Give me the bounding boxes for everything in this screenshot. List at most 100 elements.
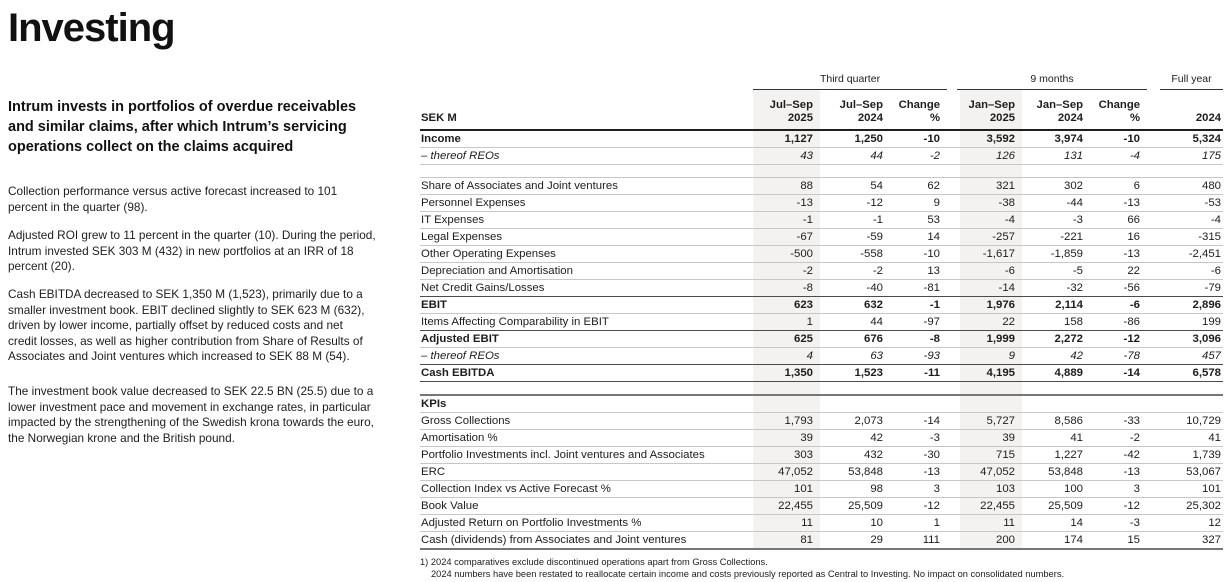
row-label: Income: [420, 131, 753, 148]
cell-value: [820, 396, 890, 413]
cell-value: 44: [820, 148, 890, 165]
cell-value: [890, 382, 948, 396]
cell-value: 39: [947, 430, 1023, 447]
cell-value: 174: [1022, 532, 1091, 550]
row-label: Items Affecting Comparability in EBIT: [420, 314, 753, 331]
row-label: Gross Collections: [420, 413, 753, 430]
cell-value: 10,729: [1147, 413, 1224, 430]
column-header-change-q: Change %: [890, 90, 948, 131]
cell-value: 101: [753, 481, 820, 498]
column-header-jan-sep-2024: Jan–Sep 2024: [1022, 90, 1091, 131]
cell-value: 1,523: [820, 365, 890, 382]
cell-value: -12: [1090, 498, 1148, 515]
cell-value: 5,324: [1147, 131, 1224, 148]
spacer-row: [420, 165, 1224, 178]
group-header-full-year: Full year: [1147, 68, 1224, 90]
cell-value: 2,272: [1022, 331, 1091, 348]
cell-value: 676: [820, 331, 890, 348]
cell-value: [947, 396, 1023, 413]
cell-value: 53,848: [820, 464, 890, 481]
cell-value: [753, 396, 820, 413]
cell-value: -13: [890, 464, 948, 481]
group-header-nine-months: 9 months: [947, 68, 1148, 90]
row-label: Book Value: [420, 498, 753, 515]
cell-value: 2,073: [820, 413, 890, 430]
cell-value: 1,739: [1147, 447, 1224, 464]
cell-value: [1147, 382, 1224, 396]
cell-value: 480: [1147, 178, 1224, 195]
table-row: Cash EBITDA 1,350 1,523 -11 4,195 4,889 -14 6,5…: [420, 365, 1224, 382]
cell-value: 81: [753, 532, 820, 550]
row-label: KPIs: [420, 396, 753, 413]
cell-value: 1: [890, 515, 948, 532]
cell-value: 63: [820, 348, 890, 365]
cell-value: 623: [753, 297, 820, 314]
cell-value: 47,052: [947, 464, 1023, 481]
cell-value: -53: [1147, 195, 1224, 212]
cell-value: 327: [1147, 532, 1224, 550]
page-title: Investing: [8, 6, 176, 50]
cell-value: 1,227: [1022, 447, 1091, 464]
column-header-jan-sep-2025: Jan–Sep 2025: [947, 90, 1023, 131]
cell-value: 42: [820, 430, 890, 447]
cell-value: -93: [890, 348, 948, 365]
row-label: Legal Expenses: [420, 229, 753, 246]
cell-value: 3,974: [1022, 131, 1091, 148]
cell-value: -4: [1090, 148, 1148, 165]
paragraph-adjusted-roi: Adjusted ROI grew to 11 percent in the q…: [8, 228, 376, 273]
cell-value: -1: [753, 212, 820, 229]
cell-value: -8: [890, 331, 948, 348]
table-row: Cash (dividends) from Associates and Joi…: [420, 532, 1224, 550]
cell-value: 25,302: [1147, 498, 1224, 515]
cell-value: 41: [1147, 430, 1224, 447]
cell-value: 25,509: [1022, 498, 1091, 515]
cell-value: -2: [1090, 430, 1148, 447]
cell-value: -5: [1022, 263, 1091, 280]
cell-value: -12: [890, 498, 948, 515]
row-label: – thereof REOs: [420, 348, 753, 365]
cell-value: -558: [820, 246, 890, 263]
cell-value: 632: [820, 297, 890, 314]
table-row: Depreciation and Amortisation -2 -2 13 -6 -5 2…: [420, 263, 1224, 280]
cell-value: [1022, 382, 1091, 396]
intro-heading: Intrum invests in portfolios of overdue …: [8, 99, 357, 155]
cell-value: 103: [947, 481, 1023, 498]
cell-value: 2,114: [1022, 297, 1091, 314]
cell-value: [820, 165, 890, 178]
cell-value: 53,067: [1147, 464, 1224, 481]
cell-value: -14: [890, 413, 948, 430]
cell-value: 22,455: [947, 498, 1023, 515]
cell-value: 1,127: [753, 131, 820, 148]
cell-value: 100: [1022, 481, 1091, 498]
cell-value: -4: [1147, 212, 1224, 229]
cell-value: -59: [820, 229, 890, 246]
table-row: Personnel Expenses -13 -12 9 -38 -44 -13 -53: [420, 195, 1224, 212]
paragraph-book-value: The investment book value decreased to S…: [8, 384, 374, 445]
cell-value: -10: [890, 131, 948, 148]
group-header-row: Third quarter 9 months Full year: [420, 68, 1224, 90]
footnote-line: 2024 numbers have been restated to reall…: [431, 569, 1065, 579]
column-header-row: SEK M Jul–Sep 2025 Jul–Sep 2024 Change %…: [420, 90, 1224, 131]
spacer-row: [420, 382, 1224, 396]
cell-value: 16: [1090, 229, 1148, 246]
cell-value: 1: [753, 314, 820, 331]
row-label: EBIT: [420, 297, 753, 314]
cell-value: 47,052: [753, 464, 820, 481]
cell-value: 39: [753, 430, 820, 447]
row-label: – thereof REOs: [420, 148, 753, 165]
cell-value: -67: [753, 229, 820, 246]
cell-value: -500: [753, 246, 820, 263]
cell-value: 158: [1022, 314, 1091, 331]
cell-value: -12: [1090, 331, 1148, 348]
cell-value: -14: [1090, 365, 1148, 382]
cell-value: 1,350: [753, 365, 820, 382]
cell-value: -3: [890, 430, 948, 447]
cell-value: 6,578: [1147, 365, 1224, 382]
cell-value: 11: [947, 515, 1023, 532]
cell-value: 303: [753, 447, 820, 464]
cell-value: -13: [1090, 195, 1148, 212]
cell-value: 22: [947, 314, 1023, 331]
cell-value: 457: [1147, 348, 1224, 365]
cell-value: [753, 382, 820, 396]
